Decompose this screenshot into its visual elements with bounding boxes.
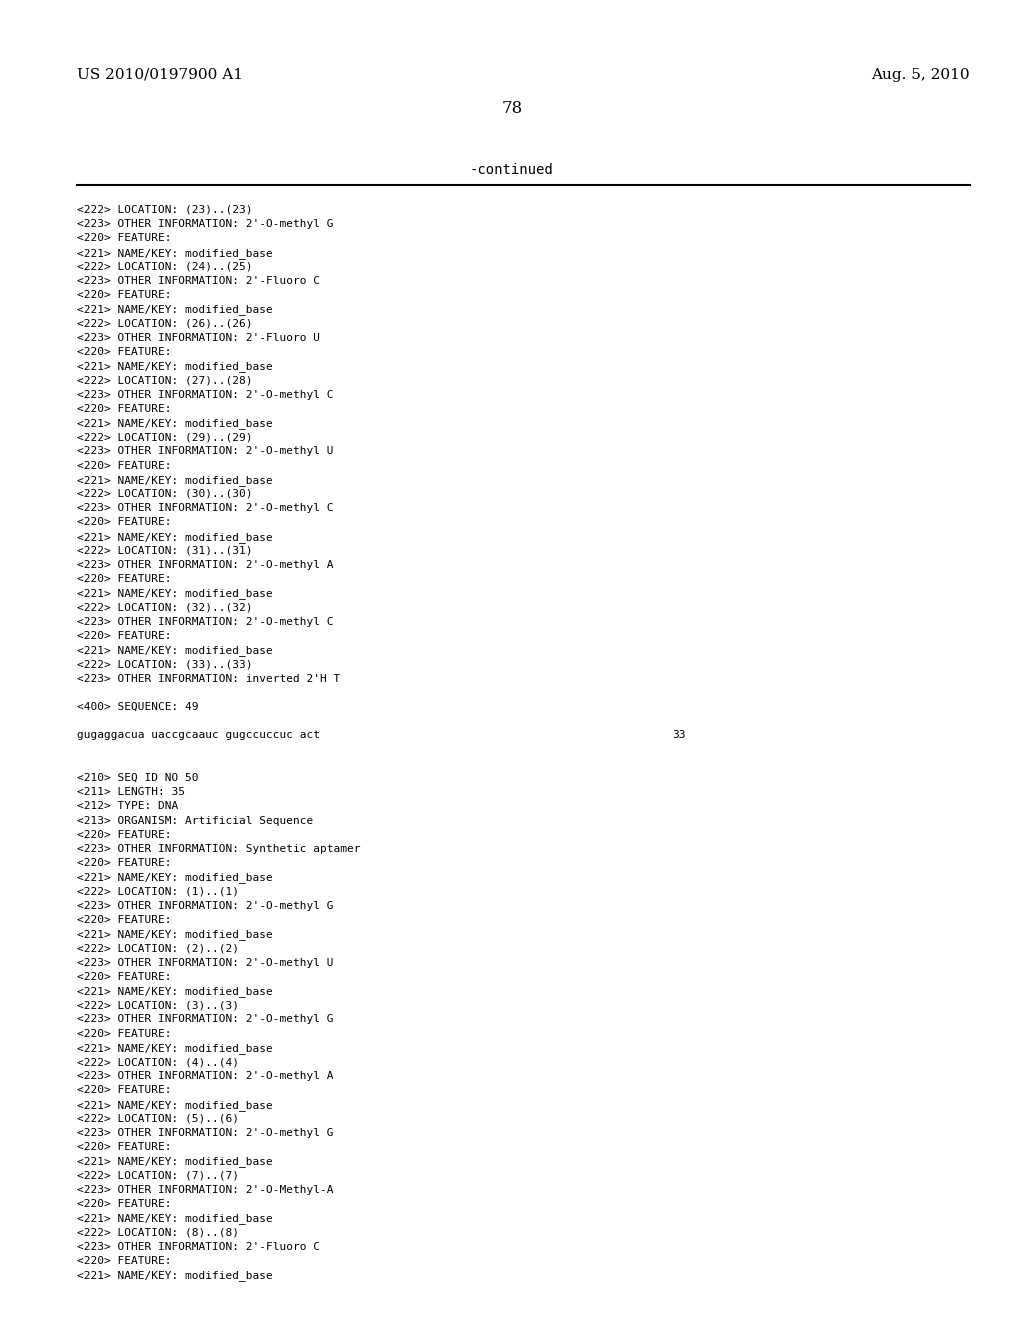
Text: <223> OTHER INFORMATION: 2'-O-methyl G: <223> OTHER INFORMATION: 2'-O-methyl G (77, 900, 334, 911)
Text: <220> FEATURE:: <220> FEATURE: (77, 1028, 171, 1039)
Text: <220> FEATURE:: <220> FEATURE: (77, 915, 171, 925)
Text: <221> NAME/KEY: modified_base: <221> NAME/KEY: modified_base (77, 248, 272, 259)
Text: <223> OTHER INFORMATION: 2'-O-methyl U: <223> OTHER INFORMATION: 2'-O-methyl U (77, 957, 334, 968)
Text: <221> NAME/KEY: modified_base: <221> NAME/KEY: modified_base (77, 362, 272, 372)
Text: <223> OTHER INFORMATION: 2'-O-methyl A: <223> OTHER INFORMATION: 2'-O-methyl A (77, 560, 334, 570)
Text: <222> LOCATION: (30)..(30): <222> LOCATION: (30)..(30) (77, 488, 253, 499)
Text: <212> TYPE: DNA: <212> TYPE: DNA (77, 801, 178, 812)
Text: <221> NAME/KEY: modified_base: <221> NAME/KEY: modified_base (77, 645, 272, 656)
Text: <222> LOCATION: (31)..(31): <222> LOCATION: (31)..(31) (77, 545, 253, 556)
Text: <223> OTHER INFORMATION: 2'-O-methyl G: <223> OTHER INFORMATION: 2'-O-methyl G (77, 219, 334, 230)
Text: <222> LOCATION: (1)..(1): <222> LOCATION: (1)..(1) (77, 887, 239, 896)
Text: <221> NAME/KEY: modified_base: <221> NAME/KEY: modified_base (77, 1156, 272, 1167)
Text: <220> FEATURE:: <220> FEATURE: (77, 347, 171, 356)
Text: <220> FEATURE:: <220> FEATURE: (77, 631, 171, 642)
Text: <213> ORGANISM: Artificial Sequence: <213> ORGANISM: Artificial Sequence (77, 816, 313, 825)
Text: <221> NAME/KEY: modified_base: <221> NAME/KEY: modified_base (77, 532, 272, 543)
Text: <222> LOCATION: (29)..(29): <222> LOCATION: (29)..(29) (77, 432, 253, 442)
Text: <220> FEATURE:: <220> FEATURE: (77, 234, 171, 243)
Text: <223> OTHER INFORMATION: 2'-O-methyl C: <223> OTHER INFORMATION: 2'-O-methyl C (77, 503, 334, 513)
Text: <223> OTHER INFORMATION: 2'-O-methyl C: <223> OTHER INFORMATION: 2'-O-methyl C (77, 389, 334, 400)
Text: <223> OTHER INFORMATION: 2'-O-methyl A: <223> OTHER INFORMATION: 2'-O-methyl A (77, 1072, 334, 1081)
Text: <223> OTHER INFORMATION: 2'-O-methyl G: <223> OTHER INFORMATION: 2'-O-methyl G (77, 1129, 334, 1138)
Text: <222> LOCATION: (3)..(3): <222> LOCATION: (3)..(3) (77, 1001, 239, 1010)
Text: <221> NAME/KEY: modified_base: <221> NAME/KEY: modified_base (77, 986, 272, 997)
Text: <222> LOCATION: (2)..(2): <222> LOCATION: (2)..(2) (77, 944, 239, 953)
Text: <400> SEQUENCE: 49: <400> SEQUENCE: 49 (77, 702, 199, 711)
Text: <220> FEATURE:: <220> FEATURE: (77, 290, 171, 300)
Text: <222> LOCATION: (27)..(28): <222> LOCATION: (27)..(28) (77, 375, 253, 385)
Text: -continued: -continued (470, 162, 554, 177)
Text: gugaggacua uaccgcaauc gugccuccuc act: gugaggacua uaccgcaauc gugccuccuc act (77, 730, 319, 741)
Text: <220> FEATURE:: <220> FEATURE: (77, 858, 171, 869)
Text: <220> FEATURE:: <220> FEATURE: (77, 972, 171, 982)
Text: <221> NAME/KEY: modified_base: <221> NAME/KEY: modified_base (77, 1043, 272, 1053)
Text: <221> NAME/KEY: modified_base: <221> NAME/KEY: modified_base (77, 305, 272, 315)
Text: <221> NAME/KEY: modified_base: <221> NAME/KEY: modified_base (77, 475, 272, 486)
Text: <222> LOCATION: (26)..(26): <222> LOCATION: (26)..(26) (77, 318, 253, 329)
Text: <222> LOCATION: (23)..(23): <222> LOCATION: (23)..(23) (77, 205, 253, 215)
Text: <221> NAME/KEY: modified_base: <221> NAME/KEY: modified_base (77, 929, 272, 940)
Text: <220> FEATURE:: <220> FEATURE: (77, 517, 171, 528)
Text: <222> LOCATION: (7)..(7): <222> LOCATION: (7)..(7) (77, 1171, 239, 1180)
Text: <223> OTHER INFORMATION: 2'-O-methyl U: <223> OTHER INFORMATION: 2'-O-methyl U (77, 446, 334, 457)
Text: <221> NAME/KEY: modified_base: <221> NAME/KEY: modified_base (77, 589, 272, 599)
Text: <220> FEATURE:: <220> FEATURE: (77, 1142, 171, 1152)
Text: <221> NAME/KEY: modified_base: <221> NAME/KEY: modified_base (77, 1100, 272, 1110)
Text: <223> OTHER INFORMATION: inverted 2'H T: <223> OTHER INFORMATION: inverted 2'H T (77, 673, 340, 684)
Text: <221> NAME/KEY: modified_base: <221> NAME/KEY: modified_base (77, 418, 272, 429)
Text: <223> OTHER INFORMATION: 2'-Fluoro C: <223> OTHER INFORMATION: 2'-Fluoro C (77, 276, 319, 286)
Text: <220> FEATURE:: <220> FEATURE: (77, 1255, 171, 1266)
Text: <221> NAME/KEY: modified_base: <221> NAME/KEY: modified_base (77, 1213, 272, 1224)
Text: <223> OTHER INFORMATION: 2'-O-methyl G: <223> OTHER INFORMATION: 2'-O-methyl G (77, 1014, 334, 1024)
Text: <220> FEATURE:: <220> FEATURE: (77, 830, 171, 840)
Text: <211> LENGTH: 35: <211> LENGTH: 35 (77, 787, 185, 797)
Text: <222> LOCATION: (4)..(4): <222> LOCATION: (4)..(4) (77, 1057, 239, 1067)
Text: <222> LOCATION: (5)..(6): <222> LOCATION: (5)..(6) (77, 1114, 239, 1123)
Text: 33: 33 (672, 730, 685, 741)
Text: US 2010/0197900 A1: US 2010/0197900 A1 (77, 69, 243, 82)
Text: 78: 78 (502, 100, 522, 117)
Text: <220> FEATURE:: <220> FEATURE: (77, 1085, 171, 1096)
Text: <223> OTHER INFORMATION: 2'-Fluoro C: <223> OTHER INFORMATION: 2'-Fluoro C (77, 1242, 319, 1251)
Text: <222> LOCATION: (32)..(32): <222> LOCATION: (32)..(32) (77, 603, 253, 612)
Text: <220> FEATURE:: <220> FEATURE: (77, 574, 171, 585)
Text: <223> OTHER INFORMATION: Synthetic aptamer: <223> OTHER INFORMATION: Synthetic aptam… (77, 843, 360, 854)
Text: <221> NAME/KEY: modified_base: <221> NAME/KEY: modified_base (77, 1270, 272, 1280)
Text: <223> OTHER INFORMATION: 2'-O-Methyl-A: <223> OTHER INFORMATION: 2'-O-Methyl-A (77, 1185, 334, 1195)
Text: <223> OTHER INFORMATION: 2'-Fluoro U: <223> OTHER INFORMATION: 2'-Fluoro U (77, 333, 319, 343)
Text: <222> LOCATION: (8)..(8): <222> LOCATION: (8)..(8) (77, 1228, 239, 1237)
Text: <210> SEQ ID NO 50: <210> SEQ ID NO 50 (77, 774, 199, 783)
Text: <222> LOCATION: (33)..(33): <222> LOCATION: (33)..(33) (77, 660, 253, 669)
Text: <220> FEATURE:: <220> FEATURE: (77, 461, 171, 471)
Text: <223> OTHER INFORMATION: 2'-O-methyl C: <223> OTHER INFORMATION: 2'-O-methyl C (77, 616, 334, 627)
Text: <221> NAME/KEY: modified_base: <221> NAME/KEY: modified_base (77, 873, 272, 883)
Text: Aug. 5, 2010: Aug. 5, 2010 (871, 69, 970, 82)
Text: <220> FEATURE:: <220> FEATURE: (77, 404, 171, 413)
Text: <222> LOCATION: (24)..(25): <222> LOCATION: (24)..(25) (77, 261, 253, 272)
Text: <220> FEATURE:: <220> FEATURE: (77, 1199, 171, 1209)
